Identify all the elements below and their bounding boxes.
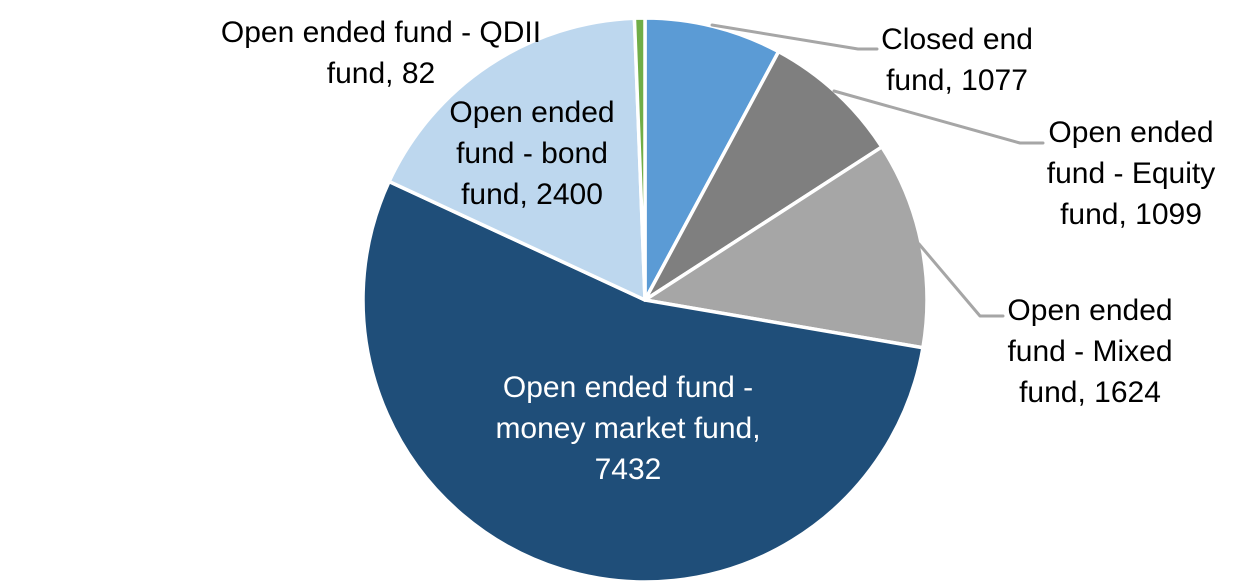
label-line: fund, 1099 — [1060, 198, 1202, 231]
label-line: fund - Mixed — [1007, 335, 1173, 368]
label-line: Open ended fund - QDII — [220, 16, 542, 49]
data-label-mixed-fund: Open ended fund - Mixed fund, 1624 — [990, 290, 1190, 413]
label-line: fund - bond — [456, 137, 608, 170]
data-label-qdii-fund: Open ended fund - QDII fund, 82 — [211, 12, 551, 94]
label-line: Closed end — [881, 23, 1033, 56]
label-line: Open ended — [1007, 294, 1173, 327]
label-line: fund, 82 — [326, 57, 436, 90]
label-line: fund, 2400 — [461, 178, 603, 211]
label-line: fund, 1624 — [1019, 376, 1161, 409]
data-label-equity-fund: Open ended fund - Equity fund, 1099 — [1031, 112, 1231, 235]
leader-line-equity-fund — [832, 89, 1045, 145]
data-label-money-market-fund: Open ended fund - money market fund, 743… — [478, 367, 778, 490]
pie-slice-mixed-fund[interactable] — [643, 145, 929, 350]
label-line: 7432 — [594, 453, 662, 486]
label-line: Open ended — [1048, 116, 1214, 149]
label-line: money market fund, — [495, 412, 761, 445]
label-line: fund - Equity — [1046, 157, 1216, 190]
label-line: Open ended fund - — [502, 371, 754, 404]
pie-slice-qdii-fund[interactable] — [632, 16, 647, 302]
data-label-bond-fund: Open ended fund - bond fund, 2400 — [432, 92, 632, 215]
leader-line-mixed-fund — [917, 242, 1005, 318]
label-line: fund, 1077 — [886, 64, 1028, 97]
pie-slice-bond-fund[interactable] — [387, 16, 647, 302]
leader-line-closed-end-fund — [710, 23, 879, 51]
pie-slice-money-market-fund[interactable] — [361, 179, 925, 584]
label-line: Open ended — [449, 96, 615, 129]
data-label-closed-end-fund: Closed end fund, 1077 — [857, 19, 1057, 101]
